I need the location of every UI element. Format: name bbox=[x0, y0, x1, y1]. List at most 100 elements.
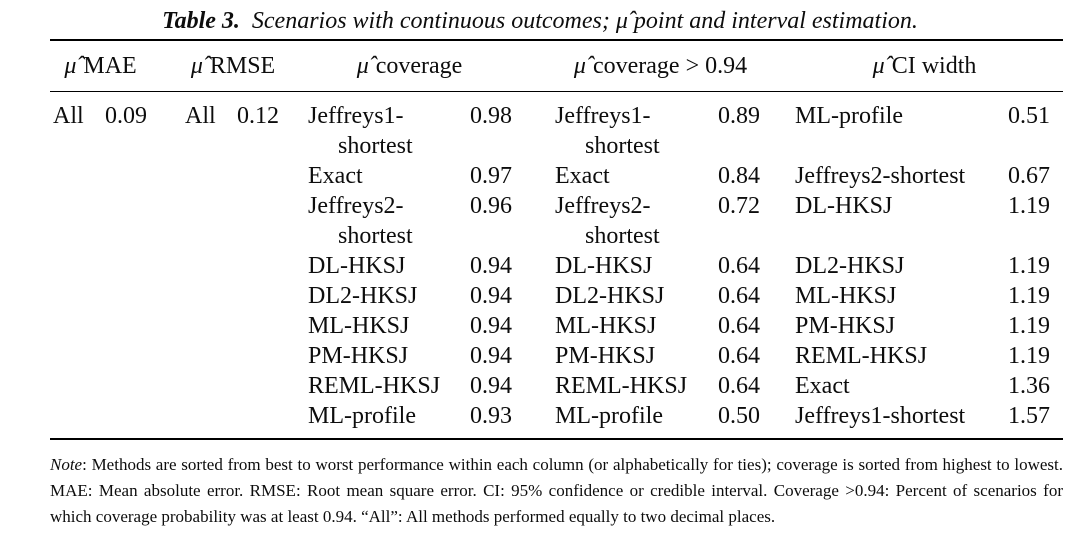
method-cell bbox=[50, 311, 105, 341]
value-cell: 0.12 bbox=[237, 103, 280, 129]
col-header-rmse: μ̂ RMSE bbox=[185, 40, 309, 92]
value-cell: 1.19 bbox=[1008, 253, 1051, 279]
value-cell: 0.94 bbox=[470, 373, 513, 399]
method-cell bbox=[50, 161, 105, 191]
method-cell bbox=[50, 401, 105, 439]
results-table: μ̂ MAE μ̂ RMSE μ̂ coverage μ̂ coverage > 0.9… bbox=[50, 39, 1064, 440]
value-cell bbox=[237, 191, 308, 251]
table-row: REML-HKSJ 0.94 REML-HKSJ 0.64 Exact 1.36 bbox=[50, 371, 1063, 401]
value-cell: 0.94 bbox=[470, 343, 513, 369]
col-header-coverage: μ̂ coverage bbox=[308, 40, 556, 92]
table-row: ML-HKSJ 0.94 ML-HKSJ 0.64 PM-HKSJ 1.19 bbox=[50, 311, 1063, 341]
method-cell bbox=[50, 371, 105, 401]
value-cell bbox=[105, 161, 185, 191]
method-cell: ML-HKSJ bbox=[308, 313, 410, 339]
table-caption: Table 3. Scenarios with continuous outcom… bbox=[0, 6, 1080, 36]
table-body: All 0.09 All 0.12 Jeffreys1-shortest 0.98 Jeff… bbox=[50, 92, 1063, 440]
value-cell: 0.94 bbox=[470, 313, 513, 339]
value-cell bbox=[105, 251, 185, 281]
value-cell: 0.98 bbox=[470, 103, 513, 129]
value-cell: 0.96 bbox=[470, 193, 513, 219]
table-number: Table 3. bbox=[162, 8, 240, 34]
method-cell: PM-HKSJ bbox=[795, 313, 896, 339]
col-header-mae: μ̂ MAE bbox=[50, 40, 186, 92]
value-cell: 0.50 bbox=[718, 403, 761, 429]
value-cell: 0.51 bbox=[1008, 103, 1051, 129]
value-cell: 0.64 bbox=[718, 253, 761, 279]
table-row: ML-profile 0.93 ML-profile 0.50 Jeffreys1-sh… bbox=[50, 401, 1063, 439]
value-cell bbox=[237, 371, 308, 401]
method-cell: DL2-HKSJ bbox=[795, 253, 905, 279]
header-row: μ̂ MAE μ̂ RMSE μ̂ coverage μ̂ coverage > 0.9… bbox=[50, 40, 1064, 92]
table-row: DL2-HKSJ 0.94 DL2-HKSJ 0.64 ML-HKSJ 1.19 bbox=[50, 281, 1063, 311]
note-line-1-text: : Methods are sorted from best to worst … bbox=[82, 455, 1063, 474]
value-cell: 0.94 bbox=[470, 253, 513, 279]
table-row: PM-HKSJ 0.94 PM-HKSJ 0.64 REML-HKSJ 1.19 bbox=[50, 341, 1063, 371]
method-cell bbox=[185, 341, 237, 371]
method-cell bbox=[185, 401, 237, 439]
col-header-label: MAE bbox=[83, 53, 137, 79]
col-header-label: coverage > 0.94 bbox=[592, 53, 748, 79]
method-cell: Jeffreys2-shortest bbox=[795, 163, 966, 189]
method-cell bbox=[185, 311, 237, 341]
method-cell: DL-HKSJ bbox=[795, 193, 893, 219]
mu-hat-symbol: μ̂ bbox=[872, 53, 885, 79]
value-cell: 0.64 bbox=[718, 313, 761, 339]
value-cell bbox=[237, 161, 308, 191]
note-label: Note bbox=[50, 455, 83, 474]
method-cell bbox=[185, 251, 237, 281]
method-cell: ML-profile bbox=[308, 403, 416, 429]
method-cell: All bbox=[53, 103, 84, 129]
value-cell bbox=[105, 281, 185, 311]
value-cell: 0.64 bbox=[718, 373, 761, 399]
table-note: Note: Methods are sorted from best to wo… bbox=[50, 452, 1063, 530]
method-cell bbox=[50, 281, 105, 311]
table-row: DL-HKSJ 0.94 DL-HKSJ 0.64 DL2-HKSJ 1.19 bbox=[50, 251, 1063, 281]
value-cell bbox=[105, 191, 185, 251]
table-row: Exact 0.97 Exact 0.84 Jeffreys2-shortest 0.67 bbox=[50, 161, 1063, 191]
method-cell: Jeffreys2-shortest bbox=[308, 193, 413, 249]
value-cell: 0.97 bbox=[470, 163, 513, 189]
note-line-1: Note: Methods are sorted from best to wo… bbox=[50, 452, 1063, 478]
value-cell bbox=[105, 371, 185, 401]
method-cell: ML-profile bbox=[795, 103, 903, 129]
method-cell: DL2-HKSJ bbox=[555, 283, 665, 309]
paper-page: Table 3. Scenarios with continuous outcom… bbox=[0, 6, 1080, 550]
value-cell: 0.72 bbox=[718, 193, 761, 219]
method-cell: Exact bbox=[555, 163, 610, 189]
col-header-label: CI width bbox=[891, 53, 977, 79]
value-cell bbox=[237, 311, 308, 341]
value-cell: 0.64 bbox=[718, 343, 761, 369]
value-cell bbox=[105, 341, 185, 371]
method-cell bbox=[185, 191, 237, 251]
method-cell: Exact bbox=[795, 373, 850, 399]
method-cell: DL2-HKSJ bbox=[308, 283, 418, 309]
method-cell bbox=[185, 371, 237, 401]
value-cell: 0.89 bbox=[718, 103, 761, 129]
method-cell bbox=[50, 191, 105, 251]
value-cell bbox=[237, 341, 308, 371]
col-header-ci-width: μ̂ CI width bbox=[795, 40, 1064, 92]
mu-hat-symbol: μ̂ bbox=[573, 53, 586, 79]
value-cell: 1.19 bbox=[1008, 343, 1051, 369]
method-cell: PM-HKSJ bbox=[555, 343, 656, 369]
method-cell: Jeffreys2-shortest bbox=[555, 193, 660, 249]
method-cell: DL-HKSJ bbox=[308, 253, 406, 279]
method-cell: Jeffreys1-shortest bbox=[795, 403, 966, 429]
method-cell: DL-HKSJ bbox=[555, 253, 653, 279]
method-cell: Jeffreys1-shortest bbox=[308, 103, 413, 159]
method-cell: PM-HKSJ bbox=[308, 343, 409, 369]
value-cell: 1.19 bbox=[1008, 193, 1051, 219]
col-header-label: RMSE bbox=[209, 53, 276, 79]
value-cell: 0.67 bbox=[1008, 163, 1051, 189]
value-cell: 0.93 bbox=[470, 403, 513, 429]
value-cell bbox=[237, 251, 308, 281]
method-cell: ML-HKSJ bbox=[795, 283, 897, 309]
value-cell: 1.57 bbox=[1008, 403, 1051, 429]
method-cell: REML-HKSJ bbox=[555, 373, 688, 399]
method-cell bbox=[185, 281, 237, 311]
value-cell: 1.19 bbox=[1008, 313, 1051, 339]
table-row: Jeffreys2-shortest 0.96 Jeffreys2-shortest… bbox=[50, 191, 1063, 251]
value-cell: 1.36 bbox=[1008, 373, 1051, 399]
table-caption-text: Scenarios with continuous outcomes; μ̂ p… bbox=[251, 8, 918, 34]
